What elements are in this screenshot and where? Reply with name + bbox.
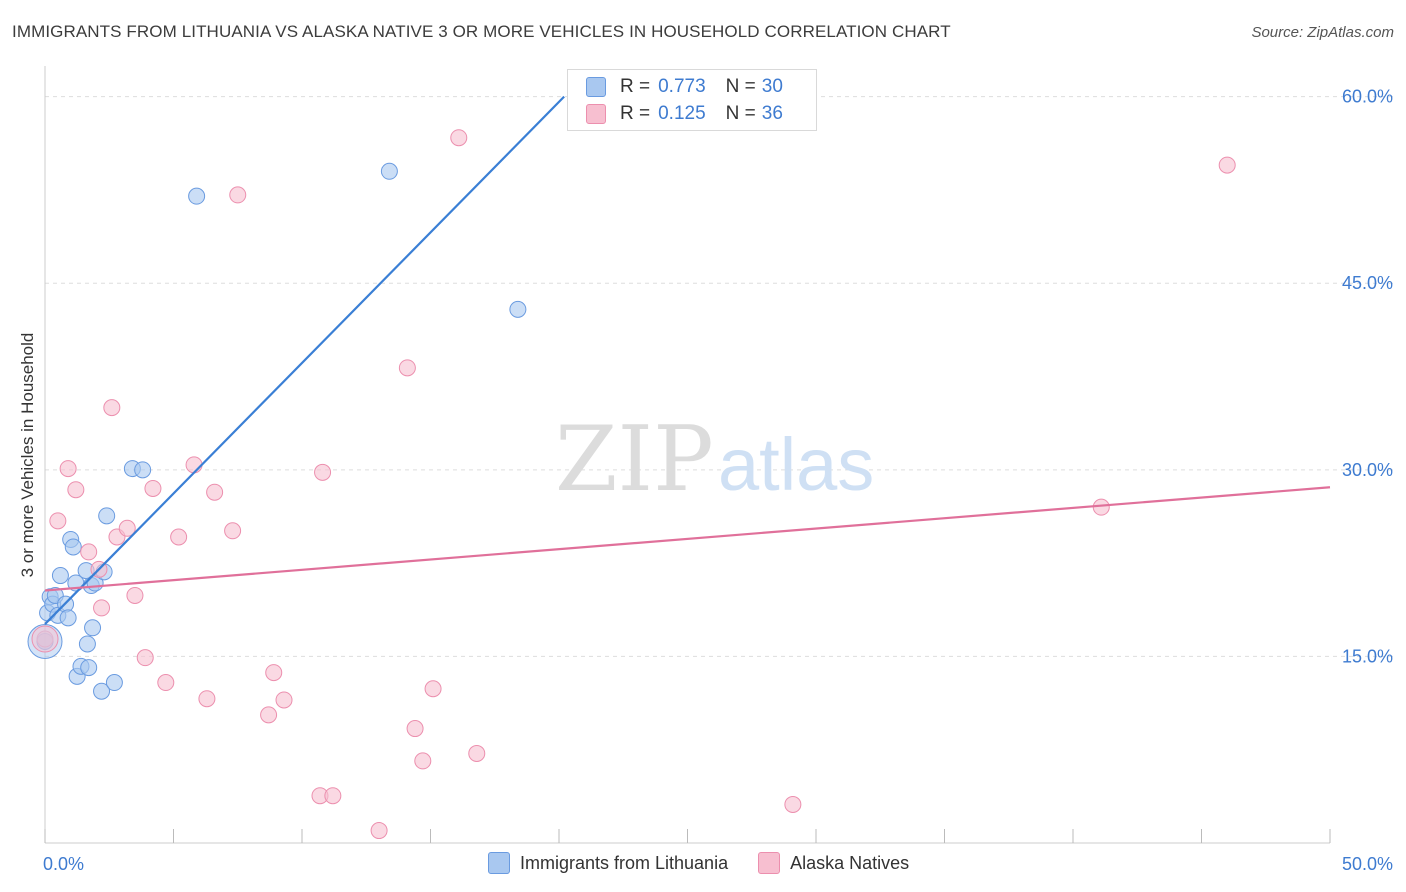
y-tick-label: 30.0% (1342, 460, 1393, 480)
legend-item-alaska: Alaska Natives (758, 852, 909, 874)
watermark: ZIP atlas (555, 407, 874, 512)
r-label: R = (620, 76, 651, 97)
alaska-point (103, 399, 121, 417)
y-axis-label: 3 or more Vehicles in Household (18, 332, 37, 578)
legend-label: Alaska Natives (790, 852, 910, 873)
r-value: 0.773 (658, 76, 706, 97)
legend-row-lithuania: R = 0.773 N = 30 (586, 75, 783, 99)
alaska-point (136, 649, 154, 667)
y-tick-label: 15.0% (1342, 646, 1393, 666)
alaska-point (224, 522, 242, 540)
correlation-legend: R = 0.773 N = 30 R = 0.125 N = 36 (567, 69, 817, 131)
axes (44, 66, 1331, 844)
data-points (27, 129, 1236, 840)
y-tick-label: 60.0% (1342, 87, 1393, 107)
alaska-point (185, 456, 203, 474)
lithuania-point (93, 682, 111, 700)
alaska-point (80, 543, 98, 561)
n-value: 30 (761, 76, 783, 97)
blue-swatch-icon (488, 852, 510, 874)
watermark-zip: ZIP (555, 407, 714, 512)
alaska-point (93, 599, 111, 617)
alaska-point (118, 519, 136, 537)
alaska-point (49, 512, 67, 530)
legend-row-alaska: R = 0.125 N = 36 (586, 102, 783, 126)
lithuania-point (509, 300, 527, 318)
alaska-point (170, 528, 188, 546)
alaska-trend-line (44, 486, 1331, 592)
tick-labels: 15.0% 30.0% 45.0% 60.0% 0.0% 50.0% (43, 87, 1393, 874)
lithuania-point (188, 187, 206, 205)
lithuania-point (80, 659, 98, 677)
alaska-point (1218, 156, 1236, 174)
alaska-point (450, 129, 468, 147)
lithuania-point (134, 461, 152, 479)
alaska-point (265, 664, 283, 682)
alaska-point (406, 720, 424, 738)
alaska-point (126, 586, 144, 604)
legend-item-lithuania: Immigrants from Lithuania (488, 852, 728, 874)
r-label: R = (620, 103, 651, 124)
x-tick-label: 50.0% (1342, 854, 1393, 874)
chart-title: IMMIGRANTS FROM LITHUANIA VS ALASKA NATI… (12, 22, 951, 41)
alaska-point (206, 483, 224, 501)
y-tick-label: 45.0% (1342, 273, 1393, 293)
series-legend: Immigrants from Lithuania Alaska Natives (488, 852, 939, 874)
pink-swatch-icon (586, 104, 606, 124)
n-label: N = (725, 76, 756, 97)
n-value: 36 (761, 103, 783, 124)
alaska-point (468, 744, 486, 762)
alaska-point (144, 479, 162, 497)
alaska-point (59, 460, 77, 478)
alaska-point (157, 674, 175, 692)
lithuania-point (59, 609, 77, 627)
alaska-point (784, 795, 802, 813)
source-label: Source: ZipAtlas.com (1251, 24, 1394, 41)
legend-label: Immigrants from Lithuania (520, 852, 729, 873)
n-label: N = (725, 103, 756, 124)
lithuania-point (98, 507, 116, 525)
pink-swatch-icon (758, 852, 781, 874)
alaska-point (275, 691, 293, 709)
x-tick-label: 0.0% (43, 854, 84, 874)
alaska-point (260, 706, 278, 724)
alaska-point (398, 359, 416, 377)
alaska-point (314, 463, 332, 481)
trend-lines (44, 95, 1331, 625)
lithuania-point (64, 538, 82, 556)
watermark-atlas: atlas (718, 423, 874, 506)
lithuania-point (105, 674, 123, 692)
alaska-point (424, 680, 442, 698)
r-value: 0.125 (658, 103, 706, 124)
alaska-point (324, 787, 342, 805)
alaska-point (198, 690, 216, 708)
alaska-point (31, 625, 59, 653)
lithuania-point (51, 567, 69, 585)
grid-lines (45, 96, 1395, 657)
lithuania-point (84, 619, 102, 637)
lithuania-trend-line (44, 95, 565, 625)
blue-swatch-icon (586, 77, 606, 97)
alaska-point (229, 186, 247, 204)
alaska-point (67, 481, 85, 499)
alaska-point (414, 752, 432, 770)
lithuania-point (78, 635, 96, 653)
alaska-point (370, 822, 388, 840)
lithuania-point (380, 162, 398, 180)
